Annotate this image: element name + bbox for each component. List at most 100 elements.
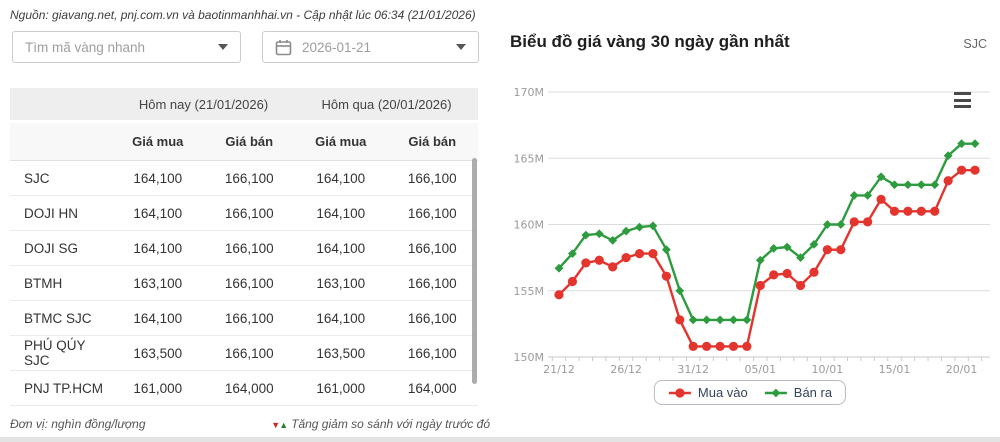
sell-data-point <box>661 245 671 255</box>
buy-series-marker-icon <box>668 387 691 398</box>
price-table: Hôm nay (21/01/2026) Hôm qua (20/01/2026… <box>10 88 479 406</box>
gold-code-select[interactable]: Tìm mã vàng nhanh <box>12 31 241 63</box>
sell-data-point <box>675 286 685 296</box>
sell-data-point <box>836 220 846 229</box>
buy-data-point <box>715 341 725 351</box>
chart-badge: SJC <box>963 37 987 51</box>
date-picker-value: 2026-01-21 <box>302 39 372 55</box>
buy-data-point <box>581 258 591 268</box>
buy-data-point <box>634 249 645 259</box>
buy-data-point <box>863 217 873 227</box>
sell-series-line <box>557 142 977 322</box>
date-picker[interactable]: 2026-01-21 <box>262 31 479 63</box>
sell-data-point <box>755 255 765 265</box>
sell-data-point <box>782 242 792 252</box>
down-up-triangle-icon: ▼▲ <box>271 420 288 430</box>
price-value: 164,000 <box>386 370 479 406</box>
price-value: 164,100 <box>112 160 204 196</box>
buy-data-point <box>849 217 859 227</box>
calendar-icon <box>275 39 292 55</box>
x-axis-label: 20/01 <box>946 363 978 376</box>
buy-data-point <box>608 262 618 272</box>
sell-data-point <box>957 139 966 149</box>
buy-data-point <box>661 271 671 281</box>
legend-label-sell: Bán ra <box>793 385 833 400</box>
sell-data-point <box>568 249 577 259</box>
buy-series-line <box>557 168 977 348</box>
sell-price-header: Giá bán <box>203 120 296 161</box>
price-value: 164,100 <box>295 160 387 196</box>
table-row: BTMH 163,100 166,100 163,100 166,100 <box>10 265 479 301</box>
buy-price-header: Giá mua <box>295 120 387 161</box>
sell-data-point <box>930 180 940 190</box>
gold-code: SJC <box>10 160 112 196</box>
gold-code: PHÚ QÚY SJC <box>10 335 112 371</box>
sell-data-point <box>688 315 698 325</box>
buy-data-point <box>876 194 886 204</box>
legend-label-buy: Mua vào <box>697 385 748 400</box>
yesterday-group-header: Hôm qua (20/01/2026) <box>295 88 479 122</box>
buy-data-point <box>782 268 792 279</box>
price-value: 166,100 <box>203 195 296 231</box>
sell-data-point <box>970 139 980 149</box>
price-value: 166,100 <box>386 335 479 371</box>
buy-data-point <box>567 276 578 287</box>
sell-data-point <box>715 315 725 325</box>
x-axis-label: 26/12 <box>610 363 642 376</box>
sell-data-point <box>635 222 644 232</box>
price-value: 164,100 <box>295 230 387 266</box>
price-value: 161,000 <box>295 370 387 406</box>
gold-code-select-placeholder: Tìm mã vàng nhanh <box>25 39 146 55</box>
x-axis-label: 15/01 <box>879 363 911 376</box>
y-axis-label: 155M <box>514 285 545 298</box>
sell-data-point <box>890 180 899 190</box>
price-value: 163,100 <box>112 265 204 301</box>
sell-data-point <box>648 221 658 231</box>
price-value: 166,100 <box>203 300 296 336</box>
sell-data-point <box>594 229 604 239</box>
sell-data-point <box>943 151 953 160</box>
sell-data-point <box>849 190 859 200</box>
chart-menu-icon[interactable] <box>954 91 974 109</box>
buy-data-point <box>742 341 752 351</box>
buy-data-point <box>930 206 940 216</box>
table-scrollbar[interactable] <box>472 158 477 384</box>
table-sub-header-row: Giá mua Giá bán Giá mua Giá bán <box>10 120 479 161</box>
x-axis-label: 05/01 <box>744 363 776 376</box>
buy-data-point <box>648 249 658 259</box>
sell-data-point <box>554 263 564 273</box>
price-value: 164,100 <box>295 300 387 336</box>
legend-item-sell[interactable]: Bán ra <box>764 385 832 400</box>
sell-data-point <box>621 226 631 236</box>
buy-price-header: Giá mua <box>112 120 204 161</box>
price-value: 164,100 <box>112 300 204 336</box>
sell-data-point <box>916 180 926 190</box>
buy-data-point <box>943 176 953 186</box>
buy-data-point <box>889 206 900 216</box>
unit-note: Đơn vị: nghìn đồng/lượng <box>10 417 146 431</box>
today-group-header: Hôm nay (21/01/2026) <box>112 88 296 122</box>
x-axis-label: 31/12 <box>677 363 709 376</box>
sell-data-point <box>863 190 873 200</box>
sell-data-point <box>581 230 591 240</box>
empty-header-cell <box>10 120 112 161</box>
empty-header-cell <box>10 88 112 122</box>
buy-data-point <box>836 245 846 255</box>
price-value: 166,100 <box>386 300 479 336</box>
buy-data-point <box>554 290 564 300</box>
footnotes: Đơn vị: nghìn đồng/lượng ▼▲ Tăng giảm so … <box>10 417 490 431</box>
x-axis-label: 21/12 <box>543 363 575 376</box>
price-value: 166,100 <box>386 230 479 266</box>
table-row: SJC 164,100 166,100 164,100 166,100 <box>10 160 479 196</box>
sell-data-point <box>822 220 832 229</box>
price-value: 163,500 <box>112 335 204 371</box>
buy-data-point <box>903 206 913 216</box>
sell-data-point <box>769 243 779 253</box>
price-chart-plot[interactable]: 150M 155M 160M 165M 170M 21/12 26/12 31/12 05/01… <box>500 80 1000 392</box>
price-value: 166,100 <box>203 160 296 196</box>
sell-series-marker-icon <box>764 388 787 397</box>
price-value: 164,100 <box>112 195 204 231</box>
sell-data-point <box>903 180 913 190</box>
buy-data-point <box>702 341 712 351</box>
legend-item-buy[interactable]: Mua vào <box>668 385 748 400</box>
